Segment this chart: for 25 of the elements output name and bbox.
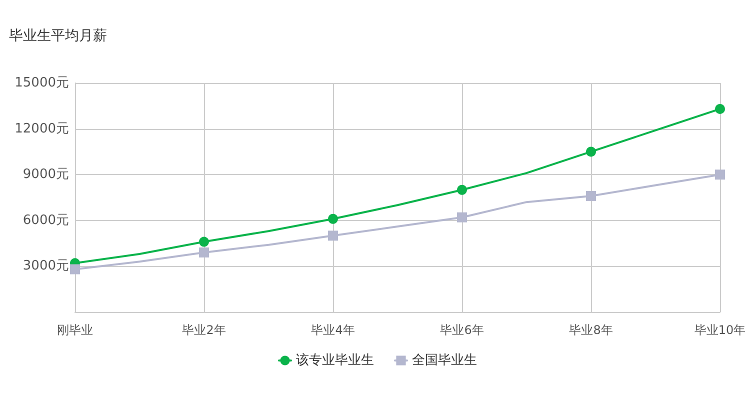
point [715,170,725,180]
point [328,214,338,224]
point [457,212,467,222]
point [586,146,596,157]
y-tick-label: 3000元 [22,258,69,274]
chart-title: 毕业生平均月薪 [9,28,107,44]
legend-label: 全国毕业生 [412,353,477,368]
x-tick-label: 刚毕业 [57,323,93,337]
x-tick-label: 毕业4年 [311,323,355,337]
y-tick-label: 15000元 [14,76,69,90]
point [199,236,209,247]
y-tick-label: 6000元 [22,212,69,228]
x-tick-label: 毕业8年 [569,323,613,337]
point [457,184,467,195]
x-tick-label: 毕业10年 [694,323,746,337]
y-tick-label: 9000元 [22,167,69,182]
point [70,264,80,274]
point [328,230,338,241]
point [199,247,209,258]
point [715,104,725,114]
x-tick-label: 毕业6年 [440,323,484,337]
point [586,190,596,201]
x-tick-label: 毕业2年 [182,323,226,337]
legend-label: 该专业毕业生 [296,352,374,368]
y-tick-label: 12000元 [14,121,69,136]
